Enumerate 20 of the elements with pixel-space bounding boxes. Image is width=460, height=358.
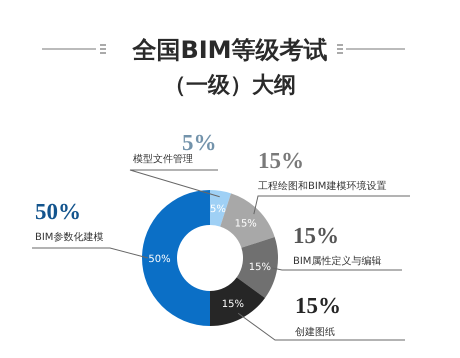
text: 15% bbox=[258, 148, 304, 173]
donut-slice bbox=[210, 277, 266, 326]
data-label: 15% bbox=[248, 262, 271, 273]
slice-label: 创建图纸 bbox=[295, 326, 335, 338]
donut-slice bbox=[236, 236, 278, 298]
slice-label: 工程绘图和BIM建模环境设置 bbox=[258, 180, 386, 192]
text: 15% bbox=[295, 293, 341, 318]
text: 50% bbox=[35, 199, 81, 224]
chart-subtitle: （一级）大纲 bbox=[164, 73, 296, 98]
data-label: 50% bbox=[148, 254, 171, 265]
text: 5% bbox=[182, 130, 216, 155]
data-label: 5% bbox=[210, 204, 226, 216]
slice-label: BIM参数化建模 bbox=[35, 231, 104, 243]
text: 15% bbox=[293, 223, 339, 248]
chart-title: 全国BIM等级考试 bbox=[131, 36, 328, 64]
slice-label: 模型文件管理 bbox=[133, 153, 193, 165]
slice-label: BIM属性定义与编辑 bbox=[293, 255, 382, 267]
data-label: 15% bbox=[234, 218, 257, 230]
donut-slice bbox=[142, 190, 210, 326]
data-label: 15% bbox=[222, 298, 244, 310]
